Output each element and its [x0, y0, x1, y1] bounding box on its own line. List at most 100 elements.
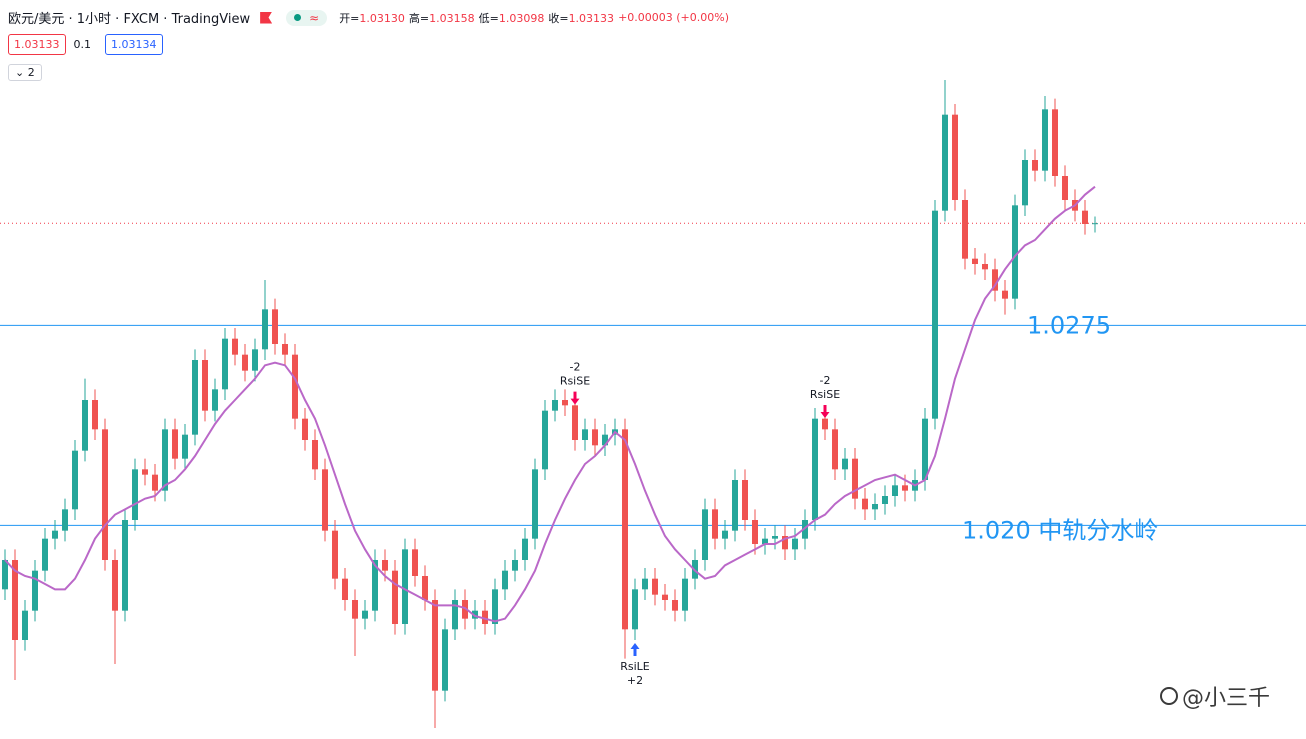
candle-body: [922, 418, 928, 480]
candle-body: [992, 269, 998, 291]
candle-body: [582, 429, 588, 440]
candle-body: [562, 400, 568, 406]
candle-body: [872, 504, 878, 510]
candle-body: [492, 589, 498, 624]
candle-body: [112, 560, 118, 611]
candle-body: [212, 389, 218, 411]
candle-body: [432, 600, 438, 691]
candle-body: [512, 560, 518, 571]
candle-body: [482, 610, 488, 624]
price-change: +0.00003 (+0.00%): [618, 11, 730, 24]
candle-body: [92, 400, 98, 430]
candle-body: [792, 538, 798, 550]
candle-body: [42, 538, 48, 571]
signal-arrow: [630, 643, 640, 656]
ohlc-low: 低=1.03098: [479, 10, 545, 26]
candle-body: [732, 480, 738, 531]
candle-body: [272, 309, 278, 344]
candle-body: [972, 258, 978, 264]
signal-label: RsiLE: [620, 660, 650, 673]
candle-body: [742, 480, 748, 520]
ohlc-high: 高=1.03158: [409, 10, 475, 26]
candle-body: [802, 520, 808, 539]
indicator-count: 2: [27, 66, 35, 79]
candle-body: [1042, 109, 1048, 171]
candle-body: [552, 400, 558, 411]
candle-body: [1082, 210, 1088, 224]
candle-body: [322, 469, 328, 531]
candle-body: [722, 530, 728, 539]
flag-icon[interactable]: [260, 11, 273, 24]
candle-body: [412, 549, 418, 576]
symbol-title[interactable]: 欧元/美元 · 1小时 · FXCM · TradingView: [8, 12, 251, 27]
candle-body: [312, 440, 318, 470]
ohlc-label: 开=: [339, 11, 360, 25]
ohlc-value: 1.03098: [498, 11, 545, 25]
signal-arrow: [570, 391, 580, 405]
signal-qty: -2: [570, 361, 581, 374]
candle-body: [632, 589, 638, 630]
candle-body: [32, 570, 38, 611]
watermark-text: @小三千: [1182, 686, 1271, 711]
watermark: @小三千: [1160, 680, 1270, 712]
candle-body: [982, 264, 988, 270]
candle-body: [472, 610, 478, 619]
candle-body: [502, 570, 508, 590]
spread: 0.1: [73, 38, 92, 51]
candle-body: [342, 578, 348, 600]
indicators-toggle[interactable]: ⌄ 2: [8, 64, 42, 81]
candle-body: [1052, 109, 1058, 176]
signal-label: RsiSE: [560, 375, 590, 388]
buy-button[interactable]: 1.03134: [105, 34, 163, 55]
signal-label: RsiSE: [810, 388, 840, 401]
candle-body: [402, 549, 408, 624]
market-status[interactable]: ≈: [286, 9, 328, 26]
candle-body: [152, 474, 158, 491]
candle-body: [952, 114, 958, 200]
candle-body: [442, 629, 448, 691]
candle-body: [1092, 223, 1098, 225]
candle-body: [262, 309, 268, 350]
candle-body: [572, 405, 578, 440]
candle-body: [882, 496, 888, 504]
candle-body: [592, 429, 598, 446]
candle-body: [892, 485, 898, 496]
ohlc-label: 低=: [478, 11, 499, 25]
candle-body: [292, 354, 298, 419]
level-label: 1.0275: [1027, 311, 1111, 339]
candle-body: [422, 576, 428, 600]
chart-header: 欧元/美元 · 1小时 · FXCM · TradingView ≈ 开= 1.0…: [8, 8, 729, 27]
candle-body: [532, 469, 538, 539]
candle-body: [622, 429, 628, 630]
candle-body: [1062, 176, 1068, 200]
candle-body: [832, 429, 838, 470]
candle-body: [332, 530, 338, 579]
candle-body: [302, 418, 308, 440]
candle-body: [352, 600, 358, 619]
moving-average: [4, 185, 1096, 623]
signal-qty: +2: [627, 674, 643, 687]
candle-body: [122, 520, 128, 611]
candle-body: [72, 450, 78, 510]
candle-body: [1002, 290, 1008, 299]
candle-body: [902, 485, 908, 491]
signal-arrow: [820, 405, 830, 418]
candle-body: [682, 578, 688, 611]
watermark-logo: [1160, 687, 1178, 705]
candle-body: [852, 458, 858, 499]
candle-body: [132, 469, 138, 520]
ohlc-close: 收=1.03133: [548, 10, 614, 26]
candle-body: [842, 458, 848, 470]
candle-body: [862, 498, 868, 510]
candle-body: [812, 418, 818, 520]
candle-body: [12, 560, 18, 640]
candle-body: [392, 570, 398, 624]
candle-body: [52, 530, 58, 539]
candle-body: [172, 429, 178, 459]
candle-body: [772, 536, 778, 539]
candle-body: [932, 210, 938, 419]
sell-button[interactable]: 1.03133: [8, 34, 66, 55]
candle-body: [522, 538, 528, 560]
